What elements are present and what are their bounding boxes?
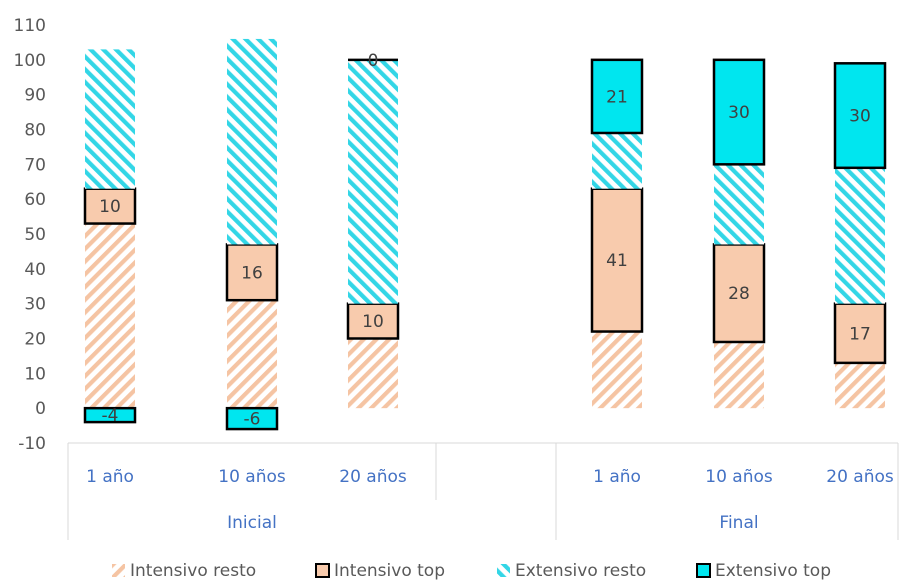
y-tick-label: 20 — [24, 330, 46, 350]
data-label: 10 — [99, 197, 121, 217]
bar-extensivo-top — [225, 406, 279, 431]
y-tick-label: 40 — [24, 260, 46, 280]
bar-extensivo-resto — [835, 167, 885, 304]
legend-swatch — [315, 563, 330, 578]
data-label: 10 — [362, 312, 384, 332]
data-label: 30 — [728, 103, 750, 123]
x-tick-label: 1 año — [86, 467, 134, 487]
x-tick-label: 10 años — [218, 467, 286, 487]
data-label: -4 — [102, 406, 119, 426]
bar-intensivo-top — [712, 243, 766, 344]
y-tick-label: 110 — [14, 16, 46, 36]
x-tick-label: 10 años — [705, 467, 773, 487]
data-label: 17 — [849, 324, 871, 344]
bar-extensivo-resto — [348, 59, 398, 304]
bar-intensivo-resto — [227, 300, 277, 409]
data-labels: 10 -4 16 -6 10 0 41 21 28 30 17 30 — [99, 51, 871, 430]
bar-extensivo-top — [712, 58, 766, 166]
y-tick-label: 60 — [24, 190, 46, 210]
legend-swatch — [696, 563, 711, 578]
legend: Intensivo resto Intensivo top Extensivo re… — [112, 561, 831, 581]
legend-label: Extensivo top — [715, 561, 831, 581]
data-label: 0 — [368, 51, 379, 71]
data-label: 28 — [728, 284, 750, 304]
bar-intensivo-resto — [348, 338, 398, 409]
bar-intensivo-resto — [85, 223, 135, 409]
legend-label: Intensivo top — [334, 561, 445, 581]
bars — [83, 38, 887, 431]
bar-extensivo-resto — [714, 164, 764, 245]
bar-intensivo-top — [590, 187, 644, 333]
bar-intensivo-top — [833, 302, 887, 365]
bar-intensivo-top — [83, 187, 137, 225]
legend-swatch — [497, 564, 510, 577]
bar-extensivo-resto — [227, 38, 277, 245]
y-axis: -10 0 10 20 30 40 50 60 70 80 90 100 110 — [14, 16, 46, 454]
y-tick-label: -10 — [18, 434, 46, 454]
y-tick-label: 10 — [24, 364, 46, 384]
y-tick-label: 50 — [24, 225, 46, 245]
y-tick-label: 80 — [24, 121, 46, 141]
bar-intensivo-top — [346, 302, 400, 340]
bar-extensivo-top — [83, 406, 137, 424]
bar-extensivo-top — [590, 58, 644, 135]
legend-label: Extensivo resto — [515, 561, 646, 581]
legend-swatch — [112, 564, 125, 577]
group-label: Final — [719, 513, 758, 533]
group-label: Inicial — [227, 513, 277, 533]
data-label: 16 — [241, 263, 263, 283]
bar-extensivo-resto — [85, 49, 135, 189]
x-tick-label: 20 años — [339, 467, 407, 487]
data-label: 21 — [606, 87, 628, 107]
bar-intensivo-resto — [714, 341, 764, 409]
x-tick-label: 20 años — [826, 467, 894, 487]
y-tick-label: 30 — [24, 295, 46, 315]
bar-extensivo-resto — [592, 132, 642, 189]
y-tick-label: 0 — [35, 399, 46, 419]
x-axis: 1 año 10 años 20 años 1 año 10 años 20 años In… — [67, 442, 899, 540]
bar-intensivo-resto — [835, 362, 885, 409]
x-tick-label: 1 año — [593, 467, 641, 487]
legend-label: Intensivo resto — [130, 561, 256, 581]
y-tick-label: 90 — [24, 86, 46, 106]
data-label: -6 — [244, 410, 261, 430]
y-tick-label: 100 — [14, 51, 46, 71]
bar-intensivo-resto — [592, 331, 642, 409]
y-tick-label: 70 — [24, 155, 46, 175]
bar-extensivo-top — [833, 62, 887, 170]
data-label: 41 — [606, 251, 628, 271]
data-label: 30 — [849, 107, 871, 127]
